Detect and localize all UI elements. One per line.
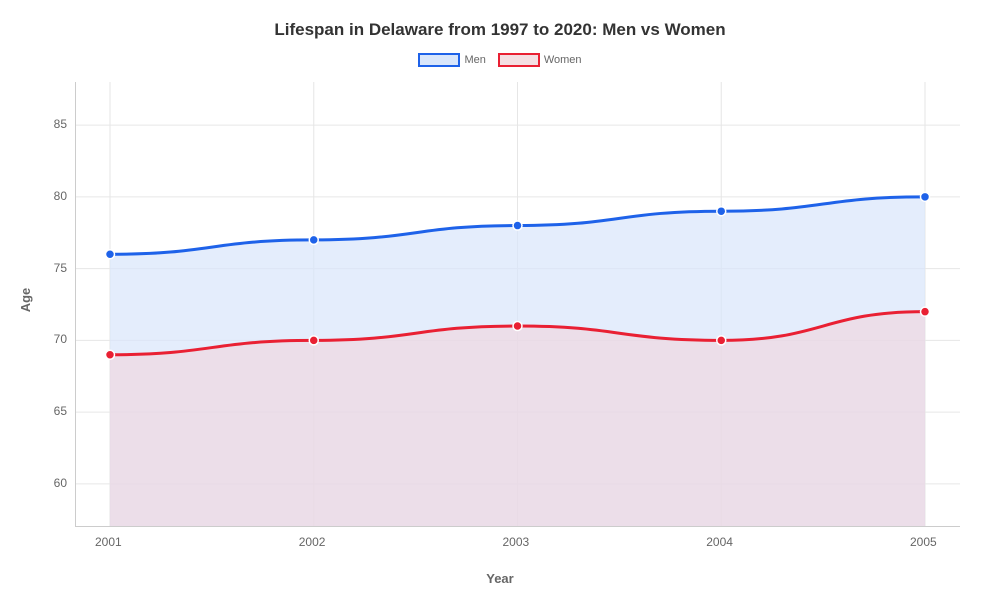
chart-legend: Men Women (0, 53, 1000, 67)
x-tick-label: 2002 (299, 535, 326, 549)
legend-item-women: Women (498, 53, 582, 67)
y-tick-label: 85 (54, 117, 67, 131)
legend-swatch-women (498, 53, 540, 67)
legend-swatch-men (418, 53, 460, 67)
y-tick-label: 65 (54, 404, 67, 418)
y-tick-label: 60 (54, 476, 67, 490)
chart-title: Lifespan in Delaware from 1997 to 2020: … (0, 20, 1000, 40)
x-axis-label: Year (0, 571, 1000, 586)
x-tick-label: 2005 (910, 535, 937, 549)
lifespan-chart: Lifespan in Delaware from 1997 to 2020: … (0, 0, 1000, 600)
y-tick-label: 75 (54, 261, 67, 275)
x-tick-label: 2003 (503, 535, 530, 549)
legend-item-men: Men (418, 53, 485, 67)
y-tick-label: 80 (54, 189, 67, 203)
x-tick-label: 2004 (706, 535, 733, 549)
plot-area (75, 82, 960, 527)
y-tick-label: 70 (54, 332, 67, 346)
x-tick-label: 2001 (95, 535, 122, 549)
legend-label-men: Men (464, 54, 485, 66)
y-axis-label: Age (18, 288, 33, 313)
legend-label-women: Women (544, 54, 582, 66)
